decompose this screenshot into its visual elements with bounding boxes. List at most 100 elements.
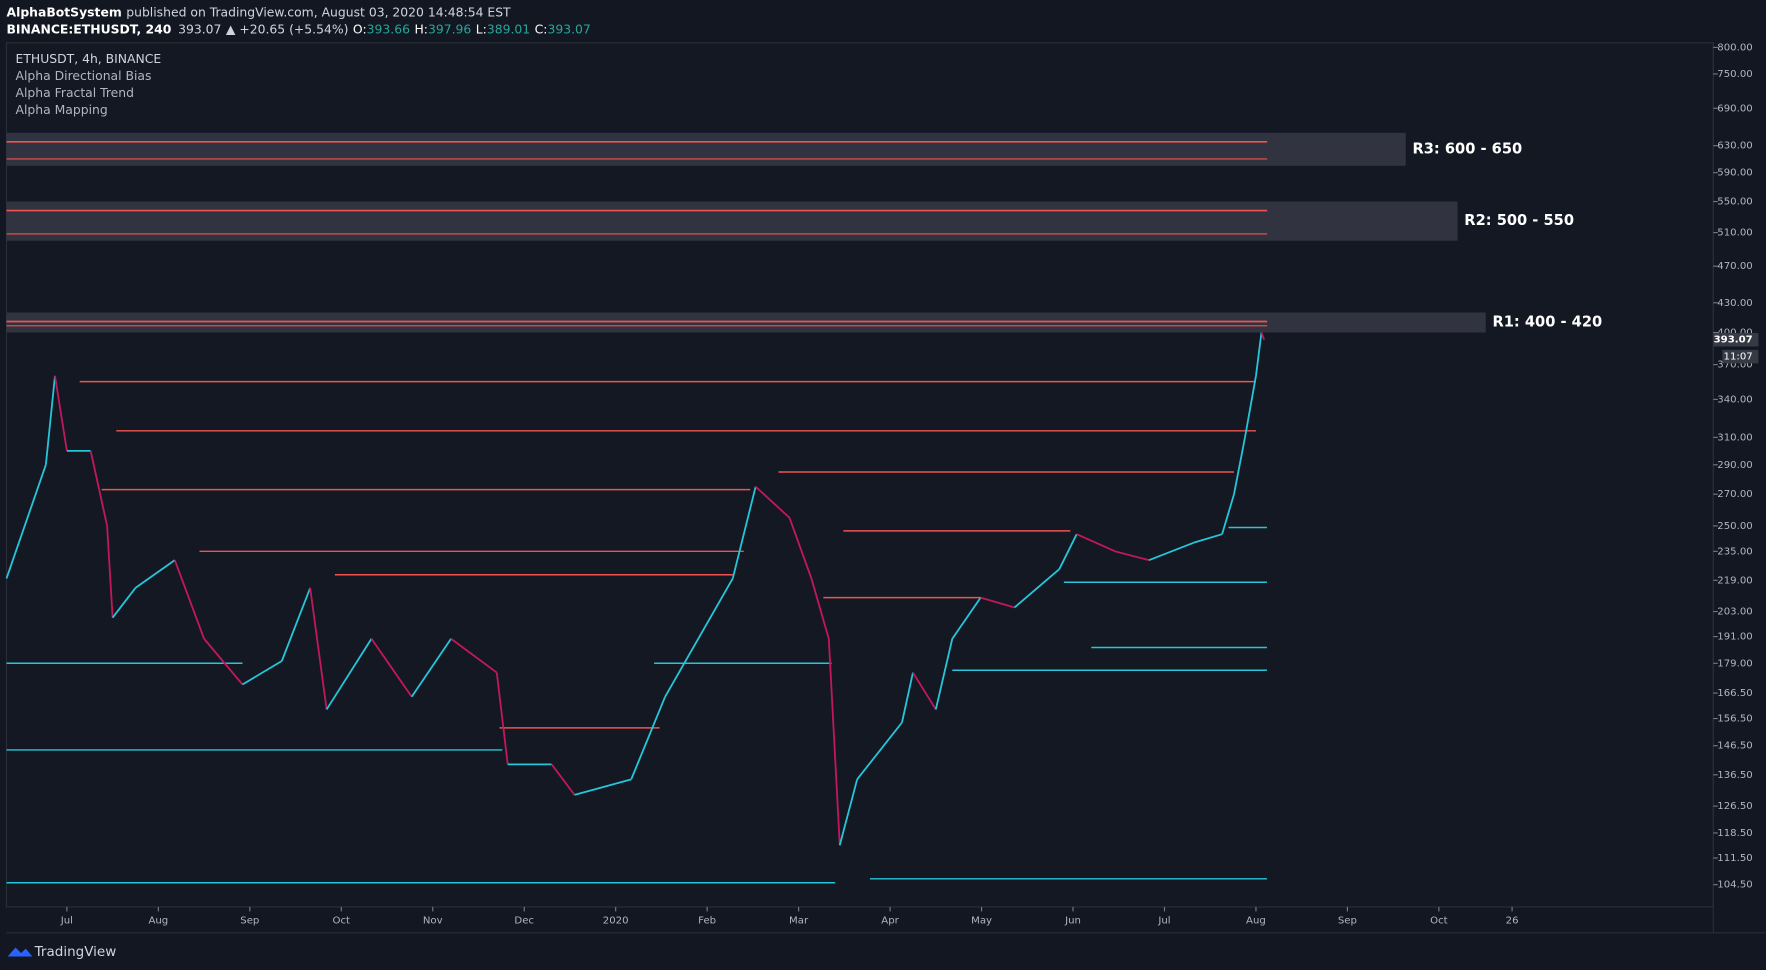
last-price-tag [1713, 332, 1759, 347]
y-tick-label: 510.00 [1717, 228, 1752, 239]
y-tick-label: 179.00 [1717, 658, 1752, 669]
y-tick-label: 270.00 [1717, 489, 1752, 500]
x-tick-label: Feb [698, 915, 716, 926]
price-segment [134, 559, 176, 589]
y-tick-label: 104.50 [1717, 880, 1752, 891]
symbol: BINANCE:ETHUSDT, 240 [7, 21, 172, 36]
legend-item: ETHUSDT, 4h, BINANCE [16, 51, 162, 66]
price-segment [44, 375, 56, 465]
y-tick-label: 235.00 [1717, 546, 1752, 557]
logo [7, 947, 33, 957]
price-segment [111, 587, 137, 619]
y-tick-label: 690.00 [1717, 103, 1752, 114]
x-tick-label: Jul [1157, 915, 1170, 926]
author: AlphaBotSystem [7, 4, 122, 19]
price-segment [731, 486, 757, 579]
price-segment [1260, 332, 1266, 341]
legend-item: Alpha Directional Bias [16, 68, 152, 83]
price-segment [1058, 533, 1078, 570]
y-tick-label: 750.00 [1717, 69, 1752, 80]
price-segment [1244, 375, 1257, 438]
price-segment [495, 672, 509, 765]
price-segment [755, 485, 791, 519]
x-tick-label: Jul [60, 915, 73, 926]
price-segment [934, 638, 954, 710]
zone-label: R2: 500 - 550 [1464, 212, 1574, 229]
price-segment [856, 721, 903, 780]
plot-area [5, 42, 1714, 908]
x-tick-label: Sep [240, 915, 259, 926]
y-tick-label: 156.50 [1717, 714, 1752, 725]
legend-item: Alpha Mapping [16, 102, 108, 117]
last-price-label: 393.07 [1714, 335, 1753, 346]
price-segment [550, 763, 576, 796]
y-tick-label: 470.00 [1717, 261, 1752, 272]
zone-label: R3: 600 - 650 [1413, 140, 1523, 157]
price-segment [410, 638, 452, 698]
price-segment [1148, 541, 1195, 562]
published: published on TradingView.com, August 03,… [126, 4, 511, 19]
ohlc-key: L: [476, 21, 487, 36]
zone [6, 132, 1406, 166]
price-segment [574, 778, 632, 796]
price-segment [827, 638, 841, 846]
price-segment [1221, 493, 1235, 535]
y-tick-label: 370.00 [1717, 360, 1752, 371]
x-tick-label: Oct [333, 915, 351, 926]
y-tick-label: 203.00 [1717, 607, 1752, 618]
ohlc-key: O: [353, 21, 367, 36]
price-segment [203, 638, 244, 686]
price-segment [370, 638, 413, 698]
x-tick-label: Nov [423, 915, 443, 926]
price-segment [912, 672, 937, 710]
price-segment [951, 597, 982, 640]
y-tick-label: 219.00 [1717, 575, 1752, 586]
ohlc-key: H: [414, 21, 427, 36]
x-tick-label: Aug [1246, 915, 1266, 926]
x-tick-label: May [971, 915, 992, 926]
ohlc-key: C: [535, 21, 548, 36]
x-tick-label: Apr [881, 915, 899, 926]
y-tick-label: 800.00 [1717, 42, 1752, 53]
price-segment [810, 578, 830, 640]
time-label: 11:07 [1724, 352, 1753, 363]
price-segment [242, 660, 283, 686]
y-tick-label: 590.00 [1717, 168, 1752, 179]
y-tick-label: 118.50 [1717, 828, 1752, 839]
y-tick-label: 146.50 [1717, 741, 1752, 752]
price-segment [838, 779, 859, 846]
price-segment [450, 638, 498, 674]
zone [6, 201, 1458, 241]
price-segment [325, 638, 373, 710]
price-segment [980, 596, 1015, 609]
x-tick-label: Oct [1430, 915, 1448, 926]
change: ▲ +20.65 (+5.54%) [226, 21, 349, 36]
ohlc-value: 389.01 [487, 21, 530, 36]
y-tick-label: 310.00 [1717, 432, 1752, 443]
ohlc-value: 397.96 [428, 21, 471, 36]
y-tick-label: 250.00 [1717, 521, 1752, 532]
price-segment [89, 450, 109, 527]
x-tick-label: Mar [789, 915, 809, 926]
legend-item: Alpha Fractal Trend [16, 85, 134, 100]
footer-brand: TradingView [34, 944, 117, 960]
price-segment [54, 375, 68, 452]
y-tick-label: 430.00 [1717, 298, 1752, 309]
price-segment [664, 578, 734, 698]
price-segment [901, 672, 914, 723]
price-segment [5, 464, 47, 579]
price-segment [630, 696, 666, 780]
y-tick-label: 630.00 [1717, 141, 1752, 152]
y-tick-label: 136.50 [1717, 770, 1752, 781]
y-tick-label: 550.00 [1717, 197, 1752, 208]
price-segment [1013, 568, 1060, 609]
x-tick-label: Jun [1064, 915, 1081, 926]
price-segment [1114, 550, 1150, 562]
y-tick-label: 126.50 [1717, 801, 1752, 812]
price-segment [309, 587, 328, 710]
y-tick-label: 111.50 [1717, 853, 1752, 864]
y-tick-label: 166.50 [1717, 688, 1752, 699]
price-segment [788, 517, 813, 579]
price-segment [1193, 533, 1223, 544]
